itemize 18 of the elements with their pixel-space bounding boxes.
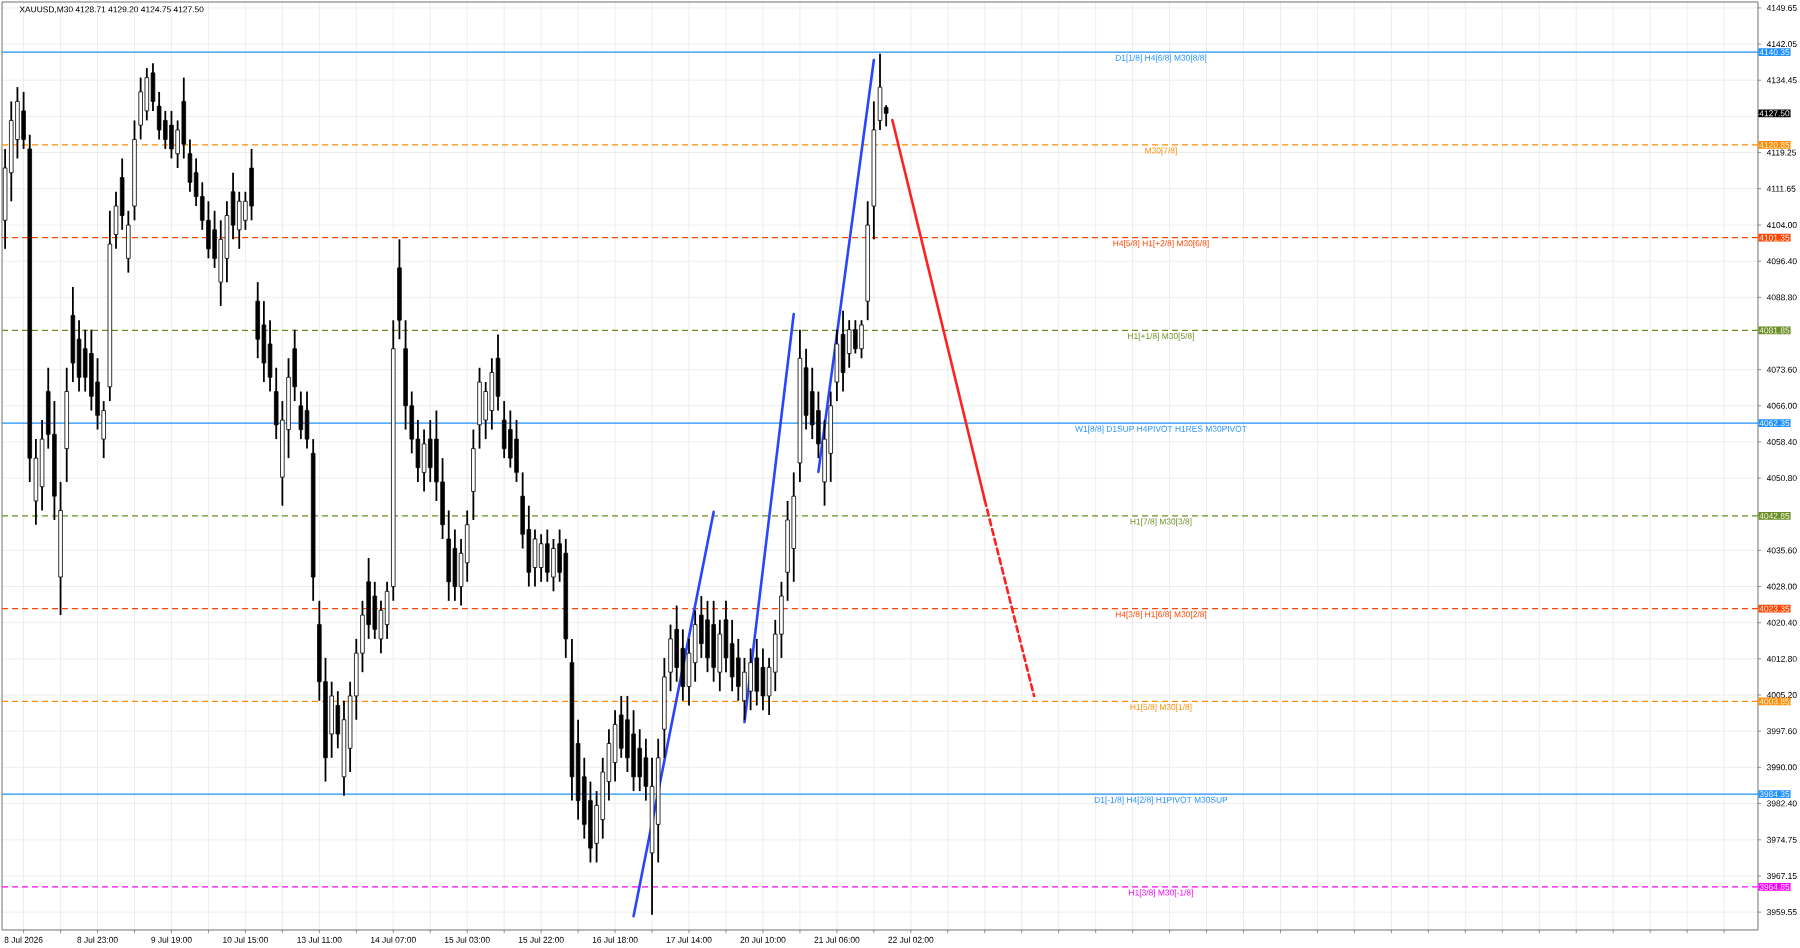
candlestick xyxy=(840,309,846,393)
candlestick xyxy=(298,390,304,441)
candlestick xyxy=(427,419,433,483)
candlestick xyxy=(748,647,753,712)
candlestick xyxy=(545,528,550,583)
candlestick xyxy=(421,428,427,493)
candlestick xyxy=(859,319,864,360)
candlestick xyxy=(705,599,710,674)
candlestick xyxy=(853,319,858,355)
candlestick xyxy=(329,680,334,759)
candlestick xyxy=(169,110,174,160)
candlestick xyxy=(760,647,766,712)
candlestick xyxy=(532,528,538,588)
candlestick xyxy=(249,148,254,222)
candlestick xyxy=(754,637,760,707)
candlestick xyxy=(501,400,507,460)
candlestick xyxy=(538,533,544,583)
candlestick xyxy=(711,599,716,683)
